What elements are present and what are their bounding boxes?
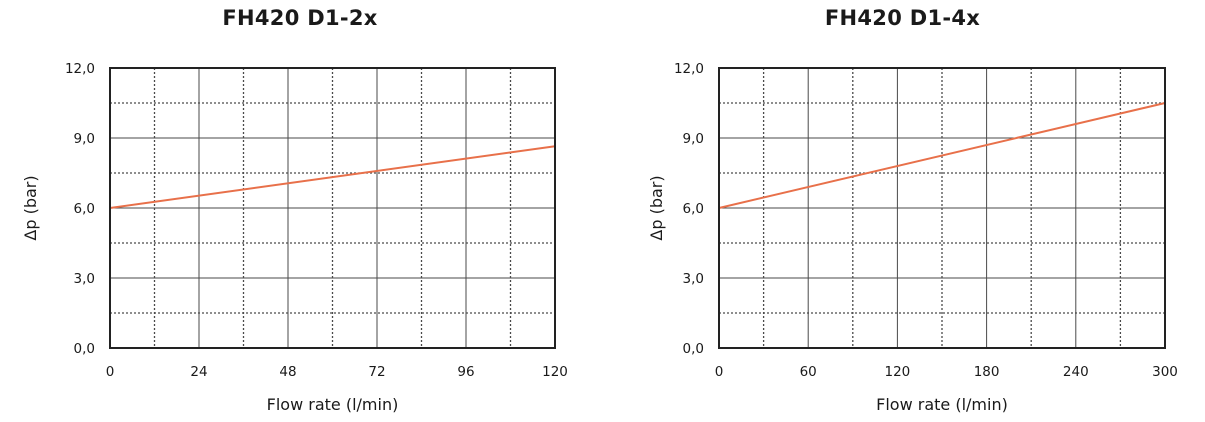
x-tick-label: 120: [542, 364, 568, 380]
x-tick-label: 0: [715, 364, 724, 380]
chart-panel-left: FH420 D1-2x 0,0 3,0 6,0 9,0 12,0 0 24 48 72 96 120…: [0, 0, 600, 422]
x-tick-label: 240: [1063, 364, 1089, 380]
x-tick-label: 72: [368, 364, 385, 380]
x-tick-label: 120: [885, 364, 911, 380]
x-axis-label: Flow rate (l/min): [267, 395, 399, 414]
plot-frame: [718, 67, 1166, 349]
chart-plot-left: 0,0 3,0 6,0 9,0 12,0 0 24 48 72 96 120 Flow rate (l…: [21, 61, 568, 414]
x-tick-label: 60: [800, 364, 817, 380]
x-tick-label: 48: [279, 364, 296, 380]
y-tick-label: 6,0: [683, 201, 704, 217]
chart-title: FH420 D1-2x: [222, 6, 378, 30]
x-tick-label: 180: [974, 364, 1000, 380]
x-axis-label: Flow rate (l/min): [876, 395, 1008, 414]
x-tick-label: 96: [457, 364, 474, 380]
series-line: [109, 145, 556, 209]
x-tick-label: 300: [1152, 364, 1178, 380]
chart-panel-right: FH420 D1-4x 0,0 3,0 6,0 9,0 12,0 0 60 120 180 240…: [600, 0, 1205, 422]
y-tick-label: 3,0: [74, 271, 95, 287]
y-tick-label: 9,0: [74, 131, 95, 147]
plot-frame: [109, 67, 556, 349]
y-tick-label: 6,0: [74, 201, 95, 217]
y-axis-label: Δp (bar): [647, 175, 666, 240]
series-line: [718, 102, 1166, 209]
y-tick-label: 0,0: [74, 341, 95, 357]
y-tick-label: 9,0: [683, 131, 704, 147]
y-tick-label: 12,0: [674, 61, 704, 77]
chart-plot-right: 0,0 3,0 6,0 9,0 12,0 0 60 120 180 240 300 Flow rate…: [647, 61, 1178, 414]
x-tick-label: 24: [190, 364, 207, 380]
y-axis-label: Δp (bar): [21, 175, 40, 240]
chart-title: FH420 D1-4x: [824, 6, 981, 30]
x-tick-label: 0: [106, 364, 115, 380]
y-tick-label: 3,0: [683, 271, 704, 287]
y-tick-label: 0,0: [683, 341, 704, 357]
y-tick-label: 12,0: [65, 61, 95, 77]
